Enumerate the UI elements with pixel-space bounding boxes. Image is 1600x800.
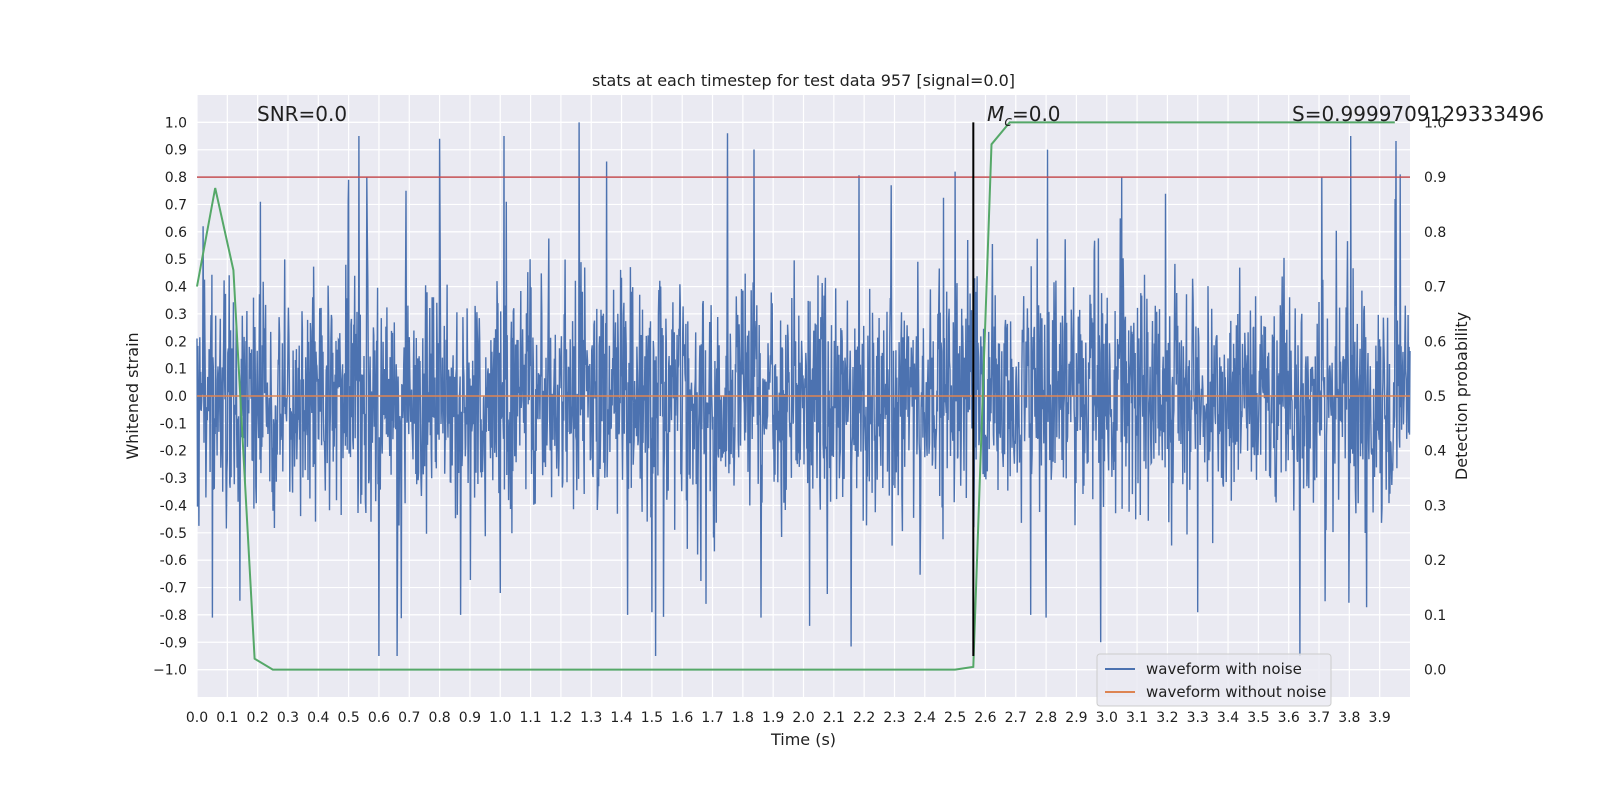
legend-box xyxy=(1096,653,1332,707)
y-tick-label: -0.9 xyxy=(160,635,187,651)
y2-tick-label: 0.0 xyxy=(1424,663,1446,679)
y-tick-label: -0.8 xyxy=(160,608,187,624)
s-statistic-annotation: S=0.9999709129333496 xyxy=(1292,102,1544,126)
y-tick-label: 0.0 xyxy=(165,389,187,405)
y2-tick-label: 0.4 xyxy=(1424,444,1446,460)
y-tick-label: 1.0 xyxy=(165,115,187,131)
legend-label-clean: waveform without noise xyxy=(1146,683,1326,701)
x-tick-label: 2.1 xyxy=(823,710,845,726)
x-tick-label: 0.2 xyxy=(247,710,269,726)
y-tick-label: 0.4 xyxy=(165,280,187,296)
y-tick-label: 0.3 xyxy=(165,307,187,323)
x-tick-label: 3.2 xyxy=(1156,710,1178,726)
y-tick-label: 0.8 xyxy=(165,170,187,186)
y-tick-label: -0.4 xyxy=(160,498,187,514)
y-tick-label: 0.5 xyxy=(165,252,187,268)
x-tick-label: 2.9 xyxy=(1065,710,1087,726)
x-tick-label: 1.3 xyxy=(580,710,602,726)
x-tick-label: 2.2 xyxy=(853,710,875,726)
series-line-detection-probability xyxy=(196,121,1395,671)
x-tick-label: 0.3 xyxy=(277,710,299,726)
y-tick-label: -0.2 xyxy=(160,444,187,460)
chirp-mass-annotation: Mc=0.0 xyxy=(987,102,1061,130)
y2-tick-label: 0.6 xyxy=(1424,334,1446,350)
x-tick-label: 0.0 xyxy=(186,710,208,726)
y2-tick-label: 0.5 xyxy=(1424,389,1446,405)
legend-label-noise: waveform with noise xyxy=(1146,660,1302,678)
x-tick-label: 1.2 xyxy=(550,710,572,726)
chirp-mass-symbol: M xyxy=(987,102,1004,126)
y-tick-label: 0.2 xyxy=(165,334,187,350)
y-tick-label: 0.6 xyxy=(165,225,187,241)
x-tick-label: 2.4 xyxy=(914,710,936,726)
x-tick-label: 2.6 xyxy=(974,710,996,726)
y2-tick-label: 0.2 xyxy=(1424,553,1446,569)
y-tick-label: 0.9 xyxy=(165,143,187,159)
x-tick-label: 3.9 xyxy=(1369,710,1391,726)
x-tick-label: 3.7 xyxy=(1308,710,1330,726)
snr-annotation: SNR=0.0 xyxy=(257,102,347,126)
x-tick-label: 3.0 xyxy=(1096,710,1118,726)
x-tick-label: 1.6 xyxy=(671,710,693,726)
y-tick-label: -0.6 xyxy=(160,553,187,569)
y2-tick-label: 1.0 xyxy=(1424,115,1446,131)
y-tick-label: 0.1 xyxy=(165,362,187,378)
y-tick-label: 0.7 xyxy=(165,197,187,213)
y2-tick-label: 0.1 xyxy=(1424,608,1446,624)
x-tick-label: 3.5 xyxy=(1247,710,1269,726)
x-tick-label: 2.5 xyxy=(944,710,966,726)
x-tick-label: 0.5 xyxy=(337,710,359,726)
chart-title: stats at each timestep for test data 957… xyxy=(592,71,1015,90)
y2-axis-label: Detection probability xyxy=(1452,312,1471,480)
x-tick-label: 1.9 xyxy=(762,710,784,726)
series-line-waveform-with-noise xyxy=(196,122,1411,657)
legend: waveform with noise waveform without noi… xyxy=(1096,653,1332,707)
y-tick-label: -0.3 xyxy=(160,471,187,487)
x-tick-label: 1.8 xyxy=(732,710,754,726)
y2-tick-label: 0.3 xyxy=(1424,498,1446,514)
y2-tick-label: 0.7 xyxy=(1424,280,1446,296)
x-tick-label: 0.9 xyxy=(459,710,481,726)
x-tick-label: 0.6 xyxy=(368,710,390,726)
y-tick-label: -0.5 xyxy=(160,526,187,542)
x-tick-label: 1.4 xyxy=(610,710,632,726)
y2-tick-label: 0.9 xyxy=(1424,170,1446,186)
y-tick-label: −1.0 xyxy=(153,663,187,679)
series-layer xyxy=(196,121,1411,671)
x-tick-label: 0.7 xyxy=(398,710,420,726)
y-axis-label: Whitened strain xyxy=(123,332,142,459)
x-tick-label: 0.4 xyxy=(307,710,329,726)
x-tick-label: 3.3 xyxy=(1187,710,1209,726)
x-tick-label: 1.0 xyxy=(489,710,511,726)
x-tick-label: 2.3 xyxy=(883,710,905,726)
x-tick-label: 2.0 xyxy=(792,710,814,726)
x-tick-label: 3.6 xyxy=(1278,710,1300,726)
y-tick-label: -0.7 xyxy=(160,581,187,597)
x-tick-label: 2.8 xyxy=(1035,710,1057,726)
x-tick-label: 1.7 xyxy=(701,710,723,726)
x-tick-label: 0.1 xyxy=(216,710,238,726)
x-tick-label: 1.1 xyxy=(519,710,541,726)
x-tick-label: 3.4 xyxy=(1217,710,1239,726)
x-axis-label: Time (s) xyxy=(770,730,836,749)
y-tick-label: -0.1 xyxy=(160,416,187,432)
x-tick-label: 0.8 xyxy=(428,710,450,726)
x-tick-label: 3.8 xyxy=(1338,710,1360,726)
x-tick-label: 1.5 xyxy=(641,710,663,726)
chirp-mass-subscript: c xyxy=(1004,114,1012,130)
chirp-mass-value: =0.0 xyxy=(1012,102,1061,126)
x-tick-label: 3.1 xyxy=(1126,710,1148,726)
tick-labels: 0.0 0.1 0.2 0.3 0.4 0.5 0.6 0.7 0.8 0.9 1.0 1.1 1.2 1… xyxy=(153,115,1446,726)
x-tick-label: 2.7 xyxy=(1005,710,1027,726)
y2-tick-label: 0.8 xyxy=(1424,225,1446,241)
